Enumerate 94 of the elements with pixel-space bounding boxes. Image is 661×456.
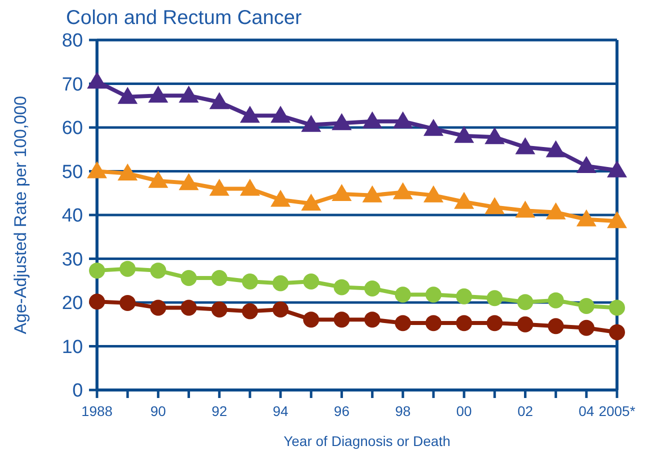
point xyxy=(609,300,625,316)
point xyxy=(209,92,230,110)
y-tick-label: 50 xyxy=(62,162,83,183)
point xyxy=(394,315,411,332)
y-tick-label: 30 xyxy=(62,249,83,270)
x-tick-label: 96 xyxy=(334,403,350,419)
x-tick-label: 92 xyxy=(212,403,228,419)
point xyxy=(484,127,505,144)
point xyxy=(211,302,228,318)
y-axis-title: Age-Adjusted Rate per 100,000 xyxy=(11,96,30,334)
point xyxy=(148,170,168,188)
point xyxy=(423,185,444,202)
point xyxy=(425,315,442,332)
point xyxy=(394,286,411,303)
x-tick-label: 00 xyxy=(456,403,472,419)
point xyxy=(362,185,382,202)
point xyxy=(362,111,382,128)
point xyxy=(546,202,566,220)
point xyxy=(180,300,197,316)
point xyxy=(548,292,564,308)
point xyxy=(548,318,564,334)
point xyxy=(334,279,350,296)
point xyxy=(546,140,566,158)
point xyxy=(118,86,138,104)
point xyxy=(517,316,534,332)
x-tick-label: 02 xyxy=(517,403,534,419)
point xyxy=(120,260,136,277)
point xyxy=(392,111,413,128)
point xyxy=(515,200,536,218)
point xyxy=(576,156,596,173)
point xyxy=(486,290,503,306)
point xyxy=(332,184,352,201)
point xyxy=(392,182,413,200)
point xyxy=(456,315,472,332)
point xyxy=(242,274,258,290)
point xyxy=(334,312,350,328)
point xyxy=(89,262,105,279)
y-tick-label: 0 xyxy=(72,380,83,402)
x-tick-label: 98 xyxy=(395,403,411,419)
y-tick-label: 70 xyxy=(62,74,83,96)
x-tick-label: 94 xyxy=(272,403,289,419)
point xyxy=(364,280,380,296)
point xyxy=(150,300,166,316)
point xyxy=(118,163,138,180)
point xyxy=(87,72,107,89)
x-tick-label: 90 xyxy=(150,403,166,419)
point xyxy=(87,161,107,178)
point xyxy=(332,113,352,130)
point xyxy=(578,298,594,314)
point xyxy=(576,209,596,226)
point xyxy=(301,194,322,211)
y-tick-label: 80 xyxy=(62,30,83,52)
point xyxy=(425,286,442,303)
point xyxy=(120,294,136,311)
point xyxy=(211,270,228,286)
point xyxy=(578,320,594,336)
point xyxy=(270,106,291,123)
point xyxy=(240,106,260,123)
point xyxy=(303,312,320,328)
point xyxy=(240,178,260,196)
point xyxy=(148,86,168,103)
x-tick-label: 04 xyxy=(578,403,594,419)
point xyxy=(486,315,503,332)
point xyxy=(515,137,536,154)
chart-title: Colon and Rectum Cancer xyxy=(66,7,302,29)
point xyxy=(270,190,291,207)
point xyxy=(423,118,444,136)
point xyxy=(454,192,474,209)
y-tick-label: 40 xyxy=(62,206,83,227)
point xyxy=(301,114,322,132)
point xyxy=(303,274,320,290)
y-tick-label: 20 xyxy=(62,293,83,314)
x-tick-label: 2005* xyxy=(598,403,636,419)
point xyxy=(454,126,474,143)
y-tick-label: 60 xyxy=(62,118,83,140)
point xyxy=(180,270,197,286)
point xyxy=(178,86,199,103)
point xyxy=(456,288,472,304)
point xyxy=(607,160,627,178)
point xyxy=(242,303,258,320)
point xyxy=(517,294,534,310)
y-tick-label: 10 xyxy=(62,336,83,358)
x-tick-label: 1988 xyxy=(81,403,113,419)
x-axis-title: Year of Diagnosis or Death xyxy=(284,433,450,449)
point xyxy=(609,324,625,340)
point xyxy=(484,197,505,214)
point xyxy=(272,275,289,292)
point xyxy=(178,173,199,190)
point xyxy=(607,211,627,228)
point xyxy=(89,294,105,310)
point xyxy=(209,178,230,196)
point xyxy=(364,312,380,328)
point xyxy=(272,302,289,318)
point xyxy=(150,262,166,279)
